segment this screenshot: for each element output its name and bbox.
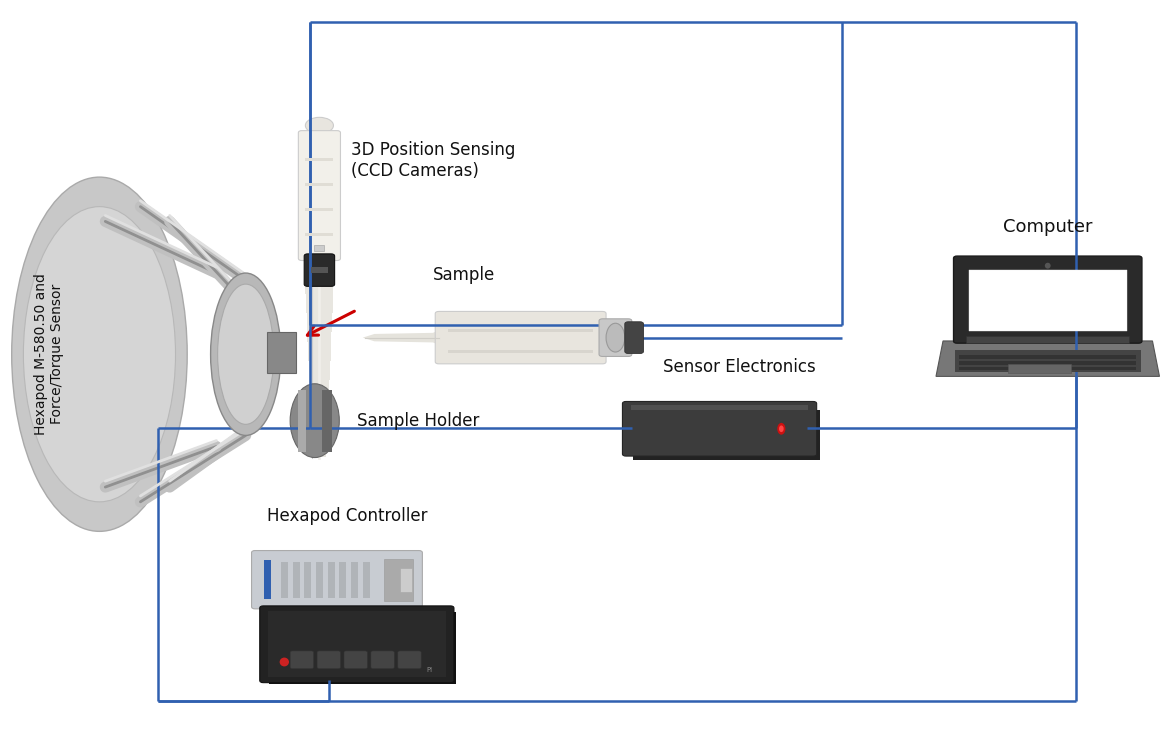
Bar: [305, 158, 333, 161]
Bar: [308, 351, 331, 361]
Bar: [310, 389, 329, 399]
Ellipse shape: [777, 423, 785, 435]
Bar: [305, 293, 333, 303]
FancyBboxPatch shape: [298, 131, 340, 261]
Text: 3D Position Sensing
(CCD Cameras): 3D Position Sensing (CCD Cameras): [351, 141, 515, 180]
Ellipse shape: [280, 658, 289, 666]
Ellipse shape: [779, 425, 784, 432]
Bar: [305, 208, 333, 211]
FancyBboxPatch shape: [260, 606, 454, 683]
Text: Sample Holder: Sample Holder: [357, 412, 480, 430]
Bar: [384, 559, 413, 601]
Bar: [959, 361, 1136, 365]
Bar: [310, 379, 329, 390]
Bar: [308, 331, 331, 342]
FancyBboxPatch shape: [317, 651, 340, 669]
FancyBboxPatch shape: [622, 401, 817, 456]
Polygon shape: [936, 341, 1159, 376]
Text: Hexapod Controller: Hexapod Controller: [267, 507, 427, 525]
Bar: [448, 329, 593, 332]
Ellipse shape: [1045, 263, 1051, 269]
Bar: [304, 562, 311, 598]
Bar: [1007, 364, 1072, 373]
FancyBboxPatch shape: [435, 311, 606, 364]
Bar: [312, 437, 326, 447]
Bar: [297, 390, 307, 452]
Bar: [267, 332, 296, 373]
Bar: [269, 612, 456, 684]
Bar: [311, 418, 328, 428]
Bar: [400, 568, 412, 592]
Ellipse shape: [218, 284, 274, 424]
Bar: [307, 322, 332, 332]
Bar: [308, 341, 331, 351]
FancyBboxPatch shape: [252, 551, 422, 609]
FancyBboxPatch shape: [398, 651, 421, 669]
Bar: [307, 312, 332, 323]
FancyBboxPatch shape: [344, 651, 367, 669]
Bar: [351, 562, 358, 598]
Polygon shape: [363, 331, 439, 345]
Bar: [314, 245, 323, 251]
Bar: [311, 427, 328, 438]
Bar: [305, 183, 333, 186]
Bar: [959, 355, 1136, 359]
Ellipse shape: [211, 273, 281, 435]
FancyBboxPatch shape: [371, 651, 394, 669]
Bar: [959, 367, 1136, 370]
Bar: [631, 405, 808, 410]
Ellipse shape: [23, 207, 176, 502]
Bar: [328, 562, 335, 598]
FancyBboxPatch shape: [599, 319, 632, 356]
Text: Sample: Sample: [433, 266, 495, 284]
Bar: [305, 233, 333, 236]
Text: PI: PI: [426, 667, 433, 673]
Bar: [955, 350, 1141, 372]
Bar: [305, 283, 333, 294]
Text: Hexapod M-580.50 and
Force/Torque Sensor: Hexapod M-580.50 and Force/Torque Sensor: [34, 273, 64, 435]
Bar: [292, 562, 300, 598]
Ellipse shape: [606, 323, 625, 352]
Bar: [310, 399, 329, 409]
Ellipse shape: [12, 177, 187, 531]
Bar: [309, 360, 330, 370]
Bar: [281, 562, 288, 598]
Bar: [268, 611, 446, 677]
Bar: [264, 560, 271, 599]
FancyBboxPatch shape: [625, 322, 644, 354]
Bar: [309, 370, 330, 380]
Bar: [339, 562, 346, 598]
Bar: [322, 390, 332, 452]
FancyBboxPatch shape: [290, 651, 314, 669]
Bar: [448, 350, 593, 353]
FancyBboxPatch shape: [304, 254, 335, 286]
Text: Sensor Electronics: Sensor Electronics: [663, 358, 817, 376]
Bar: [633, 410, 820, 460]
Bar: [969, 270, 1127, 331]
Bar: [311, 267, 328, 273]
Ellipse shape: [305, 117, 333, 134]
Bar: [311, 408, 328, 418]
Ellipse shape: [290, 384, 339, 458]
Bar: [966, 336, 1129, 343]
Bar: [363, 562, 370, 598]
Bar: [316, 562, 323, 598]
Bar: [312, 446, 326, 457]
FancyBboxPatch shape: [954, 256, 1142, 343]
Text: Computer: Computer: [1003, 218, 1093, 236]
Bar: [307, 303, 332, 313]
